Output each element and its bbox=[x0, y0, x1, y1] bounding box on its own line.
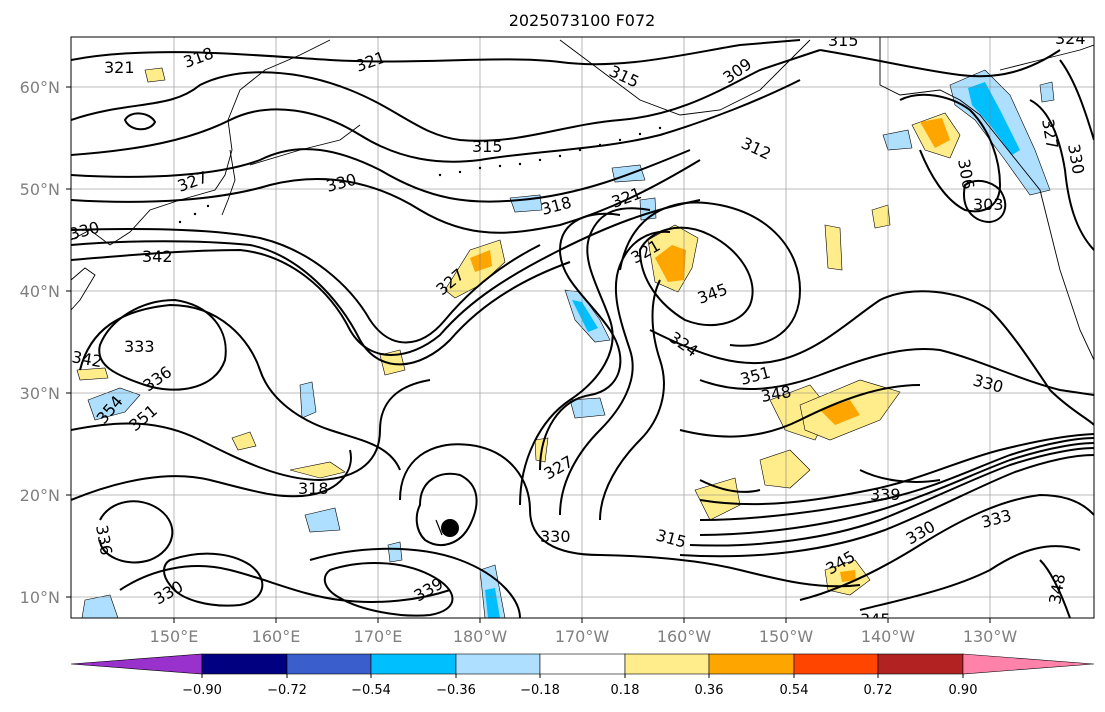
colorbar-label: 0.90 bbox=[949, 683, 978, 698]
contour-label: 315 bbox=[828, 31, 859, 50]
colorbar-cell bbox=[455, 653, 541, 675]
colorbar-cell bbox=[370, 653, 457, 675]
colorbar-cell bbox=[70, 653, 203, 675]
lat-label: 40°N bbox=[20, 282, 60, 301]
longitude-labels: 150°E 160°E 170°E 180°W 170°W 160°W 150°… bbox=[150, 627, 1018, 646]
colorbar-label: −0.54 bbox=[351, 683, 391, 698]
lon-label: 170°W bbox=[555, 627, 610, 646]
colorbar-cell bbox=[708, 653, 795, 675]
contour-label: 321 bbox=[104, 58, 135, 77]
colorbar-label: −0.18 bbox=[520, 683, 560, 698]
contour-label: 318 bbox=[298, 479, 329, 498]
lat-label: 50°N bbox=[20, 180, 60, 199]
lon-label: 160°E bbox=[252, 627, 301, 646]
lon-label: 140°W bbox=[861, 627, 916, 646]
colorbar-label: 0.18 bbox=[611, 683, 640, 698]
lon-label: 160°W bbox=[657, 627, 712, 646]
colorbar-label: 0.36 bbox=[695, 683, 724, 698]
lon-label: 150°W bbox=[759, 627, 814, 646]
contour-label: 339 bbox=[870, 485, 901, 504]
contour-label: 330 bbox=[540, 527, 571, 546]
contour-label: 333 bbox=[124, 337, 155, 356]
colorbar-label: 0.54 bbox=[780, 683, 809, 698]
contour-labels: 321 318 321 315 315 309 324 315 327 330 … bbox=[71, 29, 1088, 629]
colorbar-label: −0.90 bbox=[182, 683, 222, 698]
colorbar-cell bbox=[793, 653, 879, 675]
contour-label: 345 bbox=[860, 610, 891, 629]
lon-label: 130°W bbox=[963, 627, 1018, 646]
aleutian-islands bbox=[178, 126, 662, 224]
lon-label: 150°E bbox=[150, 627, 199, 646]
colorbar-cell bbox=[877, 653, 964, 675]
contour-lines bbox=[71, 39, 1094, 618]
lat-label: 20°N bbox=[20, 486, 60, 505]
contour-label: 303 bbox=[973, 195, 1004, 214]
shaded-regions bbox=[76, 67, 1055, 618]
latitude-labels: 60°N 50°N 40°N 30°N 20°N 10°N bbox=[20, 78, 60, 607]
colorbar: −0.90 −0.72 −0.54 −0.36 −0.18 0.18 0.36 … bbox=[70, 653, 1095, 698]
colorbar-label: −0.36 bbox=[436, 683, 476, 698]
map-panel: 321 318 321 315 315 309 324 315 327 330 … bbox=[71, 29, 1094, 629]
colorbar-cell bbox=[624, 653, 710, 675]
lat-label: 30°N bbox=[20, 384, 60, 403]
lat-label: 60°N bbox=[20, 78, 60, 97]
colorbar-cell bbox=[201, 653, 288, 675]
colorbar-cells bbox=[70, 653, 1095, 675]
contour-label: 342 bbox=[142, 247, 173, 266]
colorbar-labels: −0.90 −0.72 −0.54 −0.36 −0.18 0.18 0.36 … bbox=[182, 683, 977, 698]
colorbar-cell bbox=[962, 653, 1095, 675]
contour-label: 315 bbox=[472, 137, 503, 156]
colorbar-label: 0.72 bbox=[864, 683, 893, 698]
colorbar-cell bbox=[539, 653, 626, 675]
lat-label: 10°N bbox=[20, 588, 60, 607]
colorbar-label: −0.72 bbox=[267, 683, 307, 698]
map-title: 2025073100 F072 bbox=[509, 11, 656, 30]
lon-label: 170°E bbox=[354, 627, 403, 646]
colorbar-cell bbox=[286, 653, 372, 675]
contour-label: 324 bbox=[1055, 29, 1086, 48]
lon-label: 180°W bbox=[453, 627, 508, 646]
storm-center-marker bbox=[441, 519, 459, 537]
axis-ticks bbox=[66, 86, 991, 623]
colorbar-ticks bbox=[201, 674, 964, 678]
